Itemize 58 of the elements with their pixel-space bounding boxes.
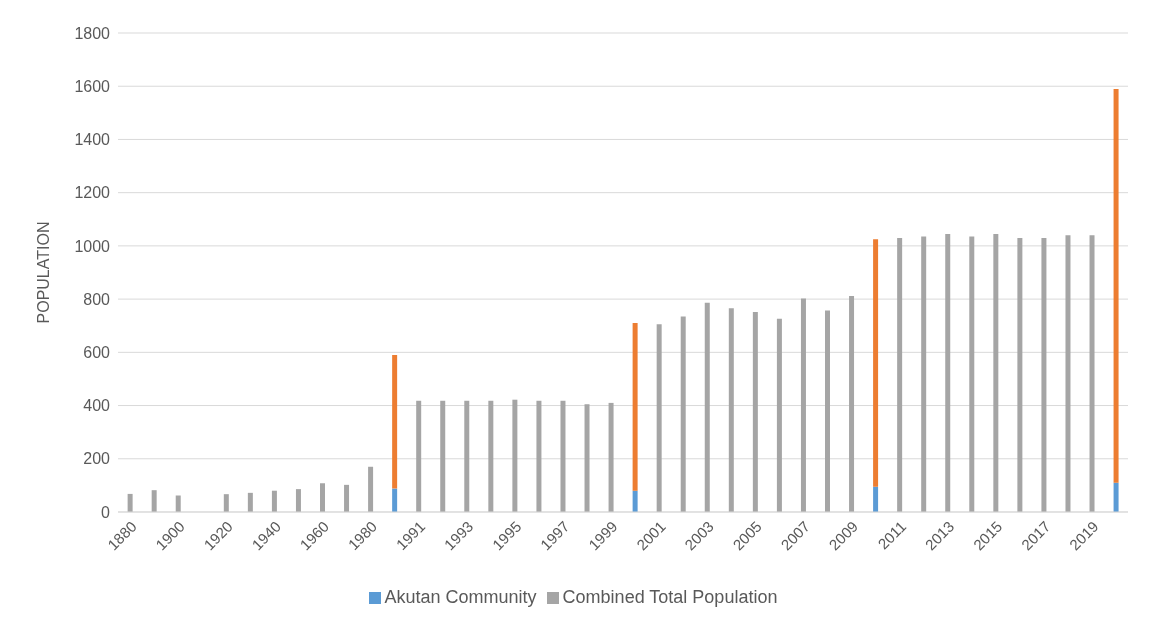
bar — [1041, 237, 1047, 512]
legend-label: Combined Total Population — [562, 587, 778, 607]
bar — [584, 404, 590, 512]
y-tick-label: 400 — [83, 397, 111, 415]
bar — [392, 488, 398, 512]
bar — [873, 486, 879, 512]
y-tick-label: 1000 — [74, 237, 111, 255]
bar — [151, 490, 157, 512]
y-tick-label: 1800 — [74, 24, 111, 42]
bar — [993, 233, 999, 512]
bar — [897, 237, 903, 512]
bar — [344, 484, 350, 512]
bar — [680, 316, 686, 512]
bar — [728, 308, 734, 512]
bar — [1113, 88, 1119, 483]
bar — [464, 400, 470, 512]
bar — [488, 400, 494, 512]
y-tick-label: 0 — [101, 503, 111, 521]
bar — [560, 400, 566, 512]
bar — [295, 489, 301, 512]
bar — [223, 494, 229, 512]
bar — [247, 492, 253, 512]
bar — [440, 400, 446, 512]
bar — [752, 311, 758, 512]
bar — [969, 236, 975, 512]
legend-label: Akutan Community — [384, 587, 537, 607]
bar — [800, 298, 806, 512]
bar — [825, 310, 830, 512]
bar — [392, 354, 398, 489]
y-tick-label: 800 — [83, 290, 111, 308]
bar — [1017, 237, 1023, 512]
bar — [945, 233, 951, 512]
bar — [271, 490, 277, 512]
bar — [175, 495, 181, 512]
bar — [127, 493, 133, 512]
y-tick-label: 1200 — [74, 184, 111, 202]
bar — [320, 483, 325, 512]
y-axis-title: POPULATION — [34, 221, 52, 324]
y-tick-label: 200 — [83, 450, 111, 468]
bar — [536, 400, 542, 512]
bar — [849, 295, 855, 512]
bar — [632, 490, 638, 512]
bar — [776, 318, 782, 512]
bar — [416, 400, 422, 512]
bar — [368, 466, 374, 512]
bar — [1113, 482, 1119, 512]
bar — [873, 239, 879, 487]
bar — [1065, 235, 1071, 512]
bar — [632, 323, 638, 491]
y-tick-label: 1600 — [74, 77, 111, 95]
bar — [921, 236, 927, 512]
y-tick-label: 1400 — [74, 131, 111, 149]
y-tick-label: 600 — [83, 344, 111, 362]
bar — [512, 399, 518, 512]
bar — [608, 402, 614, 512]
bar — [1089, 235, 1095, 512]
bar — [704, 302, 710, 512]
bar — [656, 324, 662, 512]
